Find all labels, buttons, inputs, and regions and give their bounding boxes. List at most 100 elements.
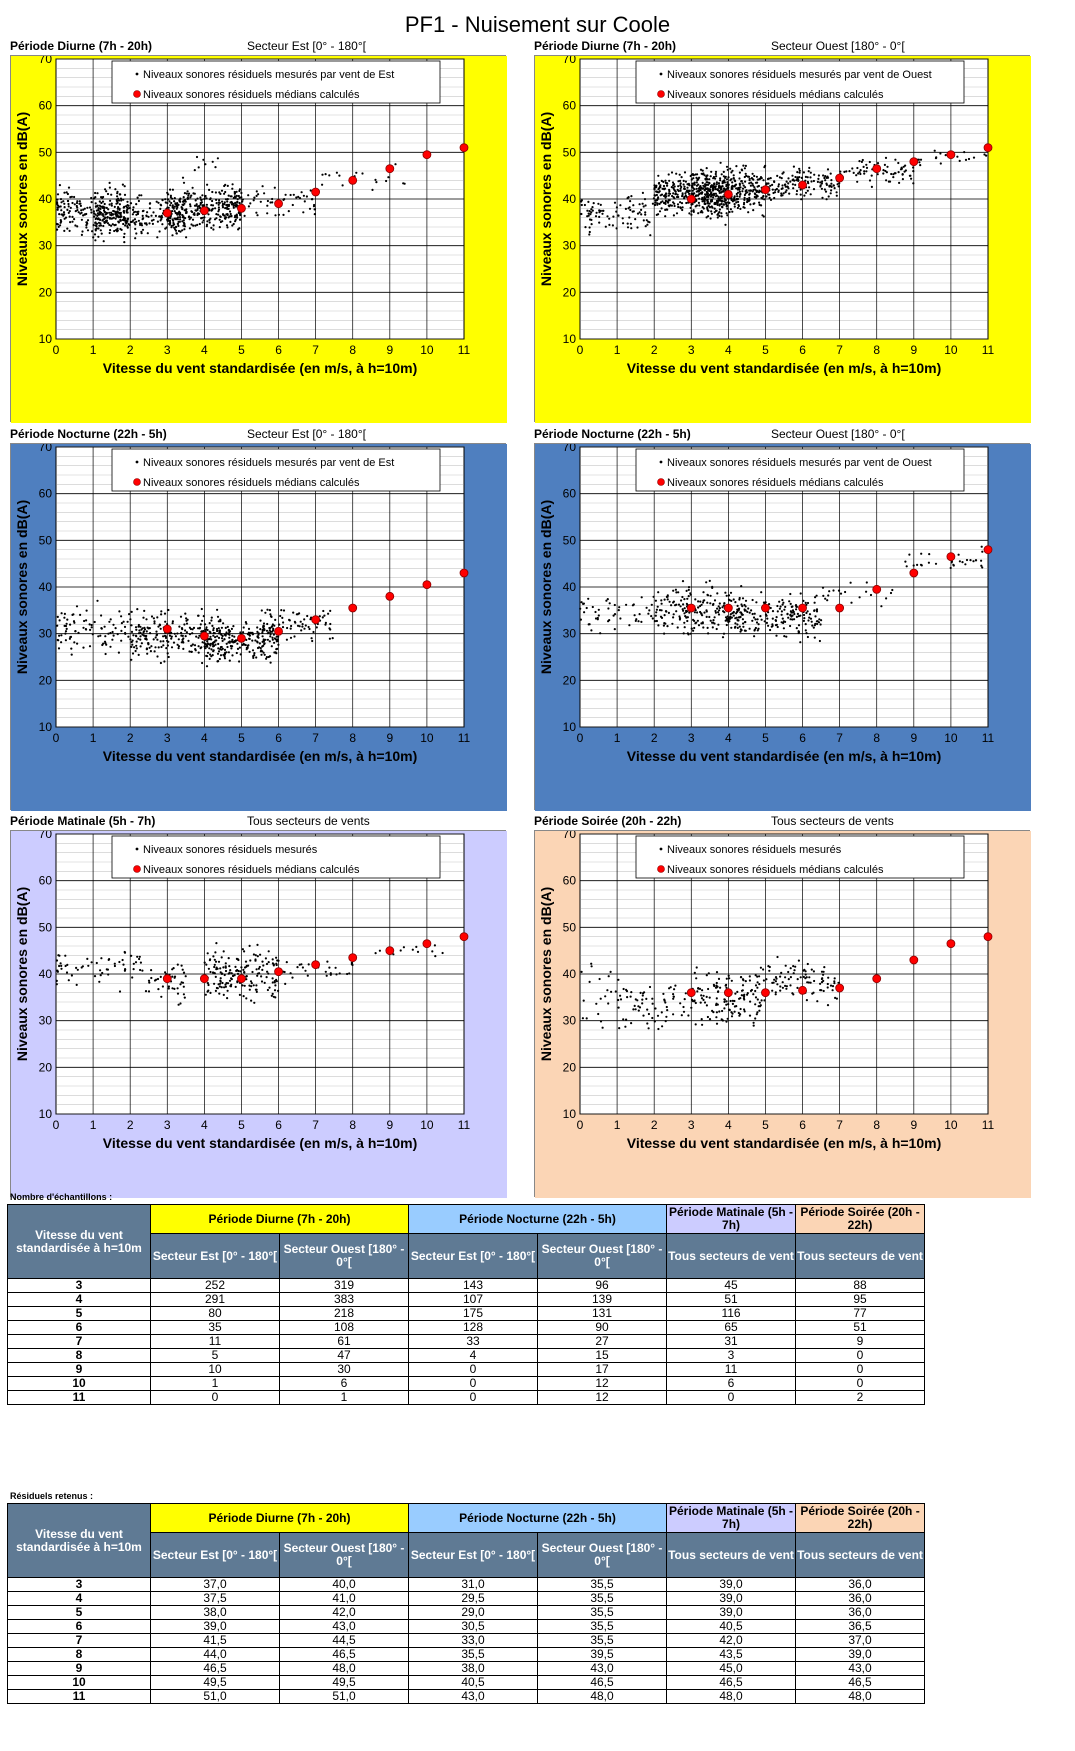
measured-point xyxy=(700,997,704,1000)
measured-point xyxy=(224,962,227,965)
measured-point xyxy=(679,184,682,187)
measured-point xyxy=(105,190,108,193)
measured-point xyxy=(601,212,604,215)
measured-point xyxy=(793,618,796,621)
measured-point xyxy=(706,183,710,186)
measured-point xyxy=(685,589,688,592)
measured-point xyxy=(220,956,223,959)
measured-point xyxy=(270,645,273,648)
measured-point xyxy=(216,987,219,990)
measured-point xyxy=(221,639,224,642)
measured-point xyxy=(126,225,129,228)
value-cell: 35,5 xyxy=(408,1647,538,1662)
measured-point xyxy=(619,994,622,997)
measured-point xyxy=(218,657,221,661)
measured-point xyxy=(212,634,215,637)
measured-point xyxy=(722,632,726,635)
measured-point xyxy=(94,191,97,195)
measured-point xyxy=(272,627,275,630)
measured-point xyxy=(683,626,686,629)
value-cell: 31 xyxy=(666,1334,797,1349)
measured-point xyxy=(645,219,648,222)
legend-box xyxy=(635,448,965,492)
measured-point xyxy=(754,984,758,987)
measured-point xyxy=(90,211,93,214)
measured-point xyxy=(295,613,298,616)
measured-point xyxy=(219,654,223,657)
measured-point xyxy=(223,192,226,195)
measured-point xyxy=(141,633,144,636)
measured-point xyxy=(868,179,872,182)
measured-point xyxy=(113,962,116,965)
measured-point xyxy=(693,619,696,622)
measured-point xyxy=(684,992,687,995)
measured-point xyxy=(170,637,173,640)
measured-point xyxy=(126,200,129,203)
measured-point xyxy=(651,617,654,620)
measured-point xyxy=(672,613,675,616)
measured-point xyxy=(219,967,222,970)
measured-point xyxy=(63,217,66,220)
measured-point xyxy=(817,174,820,177)
measured-point xyxy=(642,219,645,222)
measured-point xyxy=(256,626,259,629)
group-header-matinale: Période Matinale (5h - 7h) xyxy=(666,1204,797,1234)
measured-point xyxy=(181,176,185,179)
measured-point xyxy=(731,1002,734,1005)
measured-point xyxy=(204,195,207,198)
x-tick-label: 10 xyxy=(420,731,434,745)
value-cell: 29,5 xyxy=(408,1591,538,1606)
measured-point xyxy=(213,982,216,985)
measured-point xyxy=(617,214,620,217)
measured-point xyxy=(787,177,790,180)
measured-point xyxy=(83,619,86,623)
measured-point xyxy=(129,638,132,641)
measured-point xyxy=(278,623,281,626)
measured-point xyxy=(253,652,256,655)
measured-point xyxy=(183,202,186,205)
measured-point xyxy=(56,638,59,642)
measured-point xyxy=(198,205,201,208)
measured-point xyxy=(642,205,645,208)
measured-point xyxy=(252,656,255,659)
measured-point xyxy=(218,630,221,633)
y-tick-label: 20 xyxy=(39,1060,53,1074)
measured-point xyxy=(721,195,725,198)
measured-point xyxy=(275,963,278,967)
measured-point xyxy=(658,609,662,612)
measured-point xyxy=(213,965,216,969)
measured-point xyxy=(206,982,209,985)
measured-point xyxy=(225,642,228,645)
sub-header-cell: Secteur Ouest [180° - 0°[ xyxy=(536,1233,668,1279)
measured-point xyxy=(718,607,721,610)
measured-point xyxy=(815,610,819,613)
measured-point xyxy=(738,195,741,198)
measured-point xyxy=(137,637,140,640)
value-cell: 31,0 xyxy=(408,1577,538,1592)
measured-point xyxy=(752,209,755,212)
measured-point xyxy=(784,185,787,188)
measured-point xyxy=(63,213,66,216)
measured-point xyxy=(695,966,698,969)
measured-point xyxy=(165,226,168,229)
measured-point xyxy=(662,184,666,188)
measured-point xyxy=(691,184,694,187)
measured-point xyxy=(205,225,208,228)
measured-point xyxy=(588,218,592,221)
measured-point xyxy=(106,192,110,196)
measured-point xyxy=(121,183,124,186)
measured-point xyxy=(735,1005,738,1008)
measured-point xyxy=(580,601,583,604)
value-cell: 80 xyxy=(150,1306,280,1321)
measured-point xyxy=(744,164,747,167)
measured-point xyxy=(715,181,718,184)
measured-point xyxy=(64,630,68,633)
measured-point xyxy=(335,171,338,174)
measured-point xyxy=(243,984,246,987)
measured-point xyxy=(55,222,59,226)
measured-point xyxy=(117,199,121,202)
measured-point xyxy=(147,990,151,993)
measured-point xyxy=(815,594,818,597)
measured-point xyxy=(220,626,223,629)
